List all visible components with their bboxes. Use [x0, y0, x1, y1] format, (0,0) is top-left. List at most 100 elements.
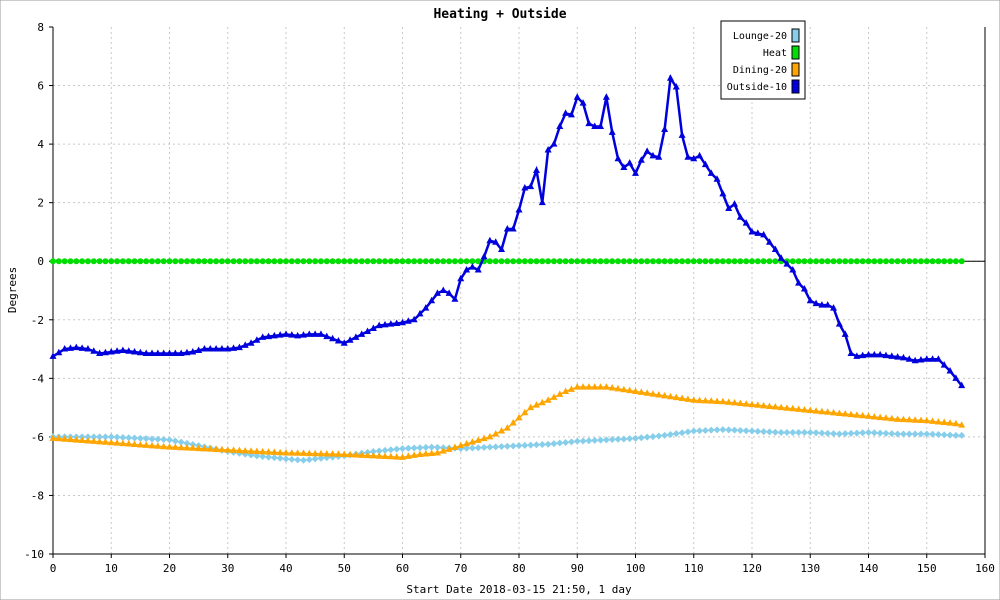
data-point-lounge-20: [567, 438, 575, 446]
y-tick-label: -10: [24, 548, 44, 561]
data-point-heat: [708, 258, 715, 265]
data-point-outside-10: [451, 295, 459, 302]
data-point-outside-10: [416, 309, 424, 317]
data-point-outside-10: [754, 229, 762, 236]
data-point-heat: [79, 258, 86, 265]
data-point-dining-20: [882, 414, 890, 421]
data-point-outside-10: [445, 289, 453, 296]
data-point-dining-20: [824, 408, 832, 415]
data-point-heat: [67, 258, 74, 265]
x-tick-label: 90: [571, 562, 584, 575]
data-point-outside-10: [905, 355, 913, 362]
data-point-outside-10: [748, 227, 756, 235]
data-point-lounge-20: [795, 428, 803, 436]
data-point-heat: [183, 258, 190, 265]
data-point-heat: [347, 258, 354, 265]
data-point-dining-20: [736, 399, 744, 407]
data-point-outside-10: [265, 332, 273, 340]
data-point-lounge-20: [276, 454, 284, 462]
data-point-outside-10: [655, 153, 663, 160]
data-point-dining-20: [78, 436, 86, 444]
data-point-outside-10: [876, 350, 884, 358]
data-point-dining-20: [463, 439, 471, 447]
data-point-outside-10: [643, 147, 651, 154]
data-point-outside-10: [55, 348, 63, 356]
data-point-outside-10: [125, 347, 133, 354]
data-point-heat: [923, 258, 930, 265]
data-point-outside-10: [696, 151, 704, 159]
data-point-lounge-20: [853, 429, 861, 437]
data-point-heat: [102, 258, 109, 265]
data-point-lounge-20: [940, 431, 948, 439]
data-point-dining-20: [637, 388, 645, 395]
y-tick-label: 8: [37, 21, 44, 34]
data-point-outside-10: [247, 339, 255, 346]
data-point-heat: [859, 258, 866, 265]
data-point-heat: [108, 258, 115, 265]
data-point-heat: [714, 258, 721, 265]
data-point-dining-20: [888, 414, 896, 422]
data-point-dining-20: [492, 429, 500, 437]
data-point-dining-20: [503, 424, 511, 431]
data-point-lounge-20: [777, 428, 785, 436]
data-point-heat: [382, 258, 389, 265]
x-tick-label: 60: [396, 562, 409, 575]
data-point-lounge-20: [917, 430, 925, 438]
data-point-heat: [644, 258, 651, 265]
data-point-lounge-20: [101, 433, 109, 441]
data-point-lounge-20: [760, 428, 768, 436]
data-point-outside-10: [282, 330, 290, 337]
data-point-heat: [789, 258, 796, 265]
data-point-lounge-20: [812, 429, 820, 437]
data-point-heat: [521, 258, 528, 265]
data-point-dining-20: [358, 451, 366, 458]
data-point-dining-20: [364, 451, 372, 459]
y-axis-label: Degrees: [6, 267, 19, 313]
data-point-outside-10: [498, 245, 506, 253]
data-point-lounge-20: [515, 442, 523, 450]
data-point-dining-20: [765, 402, 773, 409]
data-point-heat: [550, 258, 557, 265]
data-point-outside-10: [288, 331, 296, 338]
data-point-dining-20: [614, 384, 622, 392]
data-point-outside-10: [958, 381, 966, 389]
data-point-dining-20: [428, 449, 436, 456]
data-point-lounge-20: [865, 428, 872, 436]
data-point-dining-20: [422, 449, 430, 457]
data-point-dining-20: [515, 413, 523, 421]
data-point-lounge-20: [661, 431, 669, 439]
data-point-lounge-20: [90, 433, 98, 441]
data-point-dining-20: [486, 432, 494, 440]
data-point-outside-10: [311, 330, 319, 337]
data-point-outside-10: [171, 349, 179, 356]
data-point-outside-10: [614, 154, 622, 162]
data-point-heat: [178, 258, 185, 265]
data-point-outside-10: [346, 336, 354, 343]
data-point-lounge-20: [789, 428, 797, 436]
data-point-outside-10: [894, 353, 902, 360]
data-point-heat: [294, 258, 301, 265]
data-point-outside-10: [166, 349, 173, 356]
data-point-heat: [853, 258, 860, 265]
legend-label-lounge-20: Lounge-20: [733, 31, 787, 42]
data-point-heat: [591, 258, 598, 265]
data-point-heat: [516, 258, 522, 265]
legend-label-outside-10: Outside-10: [727, 82, 787, 93]
data-point-lounge-20: [148, 435, 156, 443]
data-point-lounge-20: [183, 439, 191, 447]
data-point-dining-20: [119, 439, 127, 447]
data-point-heat: [539, 258, 546, 265]
x-tick-label: 70: [454, 562, 467, 575]
data-point-heat: [696, 258, 703, 265]
data-point-lounge-20: [521, 441, 529, 449]
data-point-dining-20: [148, 441, 156, 449]
data-point-dining-20: [620, 385, 628, 393]
data-point-outside-10: [66, 344, 74, 351]
data-point-heat: [50, 258, 56, 265]
data-point-dining-20: [393, 453, 401, 460]
data-point-heat: [649, 258, 656, 265]
data-point-heat: [341, 258, 348, 265]
data-point-heat: [585, 258, 592, 265]
